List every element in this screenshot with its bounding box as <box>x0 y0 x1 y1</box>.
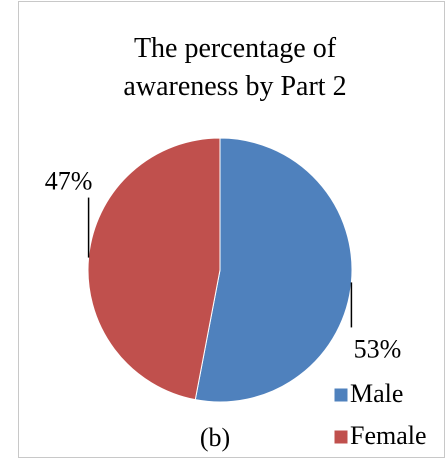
frame <box>18 1 445 458</box>
data-label: 47% <box>45 167 93 196</box>
pie-slice <box>87 137 221 401</box>
legend-swatch <box>333 387 349 403</box>
legend-swatch <box>333 429 349 445</box>
legend-label: Male <box>350 379 403 408</box>
data-label: 53% <box>354 334 402 363</box>
pie-slice <box>194 137 353 403</box>
legend-label: Female <box>350 421 427 450</box>
chart-title: The percentage of awareness by Part 2 <box>123 33 347 102</box>
caption: (b) <box>200 423 230 452</box>
